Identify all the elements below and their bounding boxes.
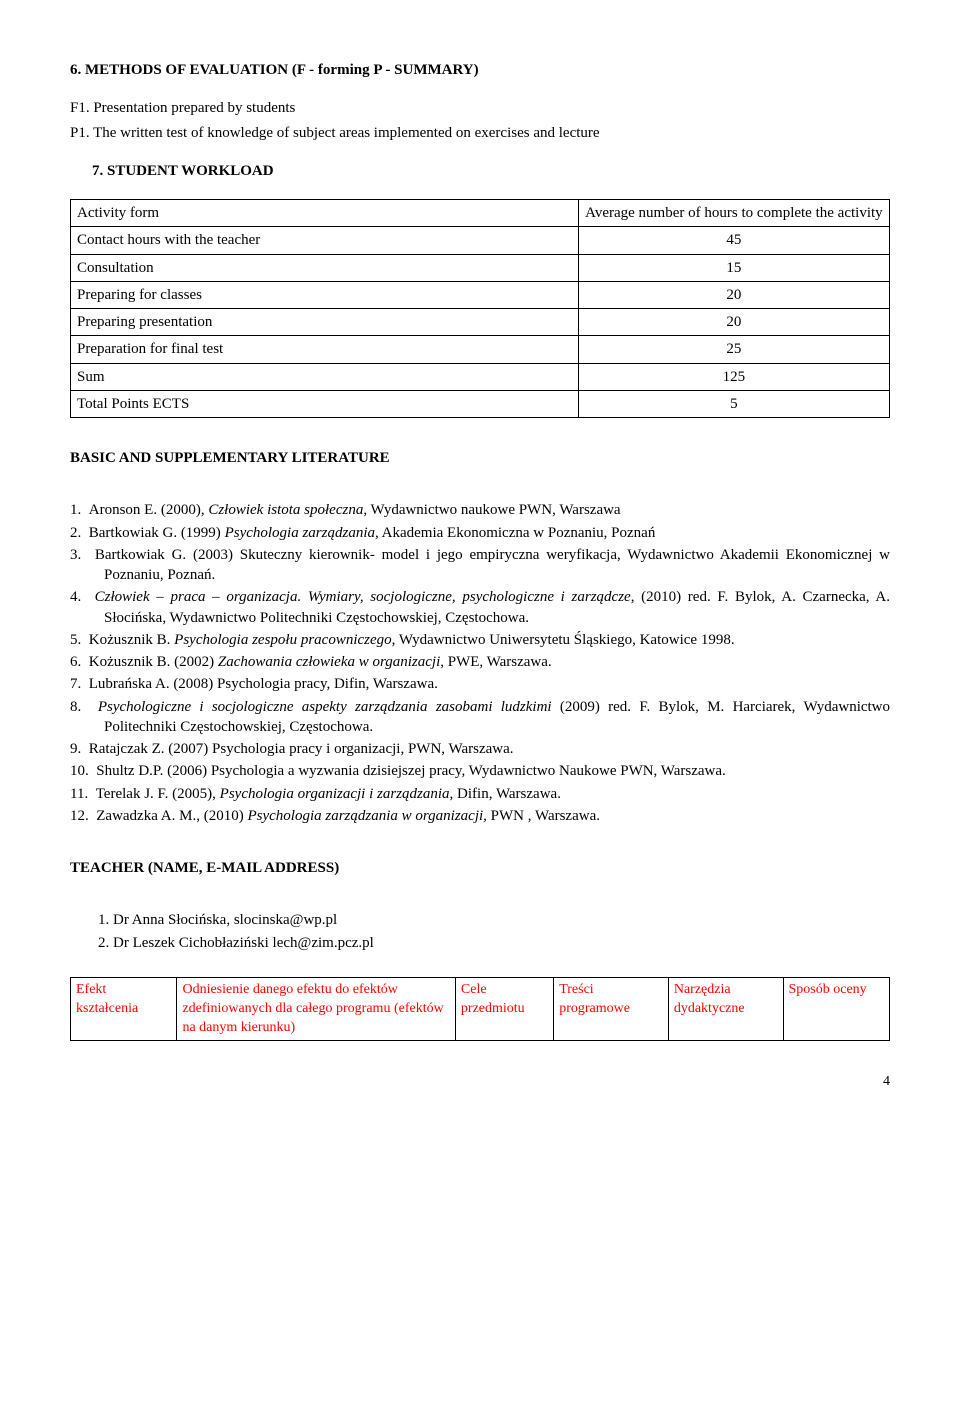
outcomes-table: Efekt kształceniaOdniesienie danego efek… (70, 977, 890, 1042)
outcomes-col-header: Cele przedmiotu (455, 977, 553, 1041)
teacher-item: 1. Dr Anna Słocińska, slocinska@wp.pl (98, 910, 890, 930)
workload-col1-header: Activity form (71, 200, 579, 227)
literature-item: 8. Psychologiczne i socjologiczne aspekt… (70, 697, 890, 738)
literature-item: 5. Kożusznik B. Psychologia zespołu prac… (70, 630, 890, 650)
workload-row-label: Preparation for final test (71, 336, 579, 363)
outcomes-col-header: Odniesienie danego efektu do efektów zde… (177, 977, 455, 1041)
workload-table: Activity form Average number of hours to… (70, 199, 890, 418)
workload-row-label: Preparing for classes (71, 281, 579, 308)
workload-row-val: 5 (578, 390, 889, 417)
workload-row-label: Consultation (71, 254, 579, 281)
literature-item: 7. Lubrańska A. (2008) Psychologia pracy… (70, 674, 890, 694)
page-number: 4 (70, 1073, 890, 1092)
outcomes-col-header: Efekt kształcenia (71, 977, 177, 1041)
workload-row-label: Sum (71, 363, 579, 390)
teacher-heading: TEACHER (NAME, E-MAIL ADDRESS) (70, 858, 890, 878)
workload-row-label: Contact hours with the teacher (71, 227, 579, 254)
workload-row-val: 20 (578, 281, 889, 308)
workload-row-label: Total Points ECTS (71, 390, 579, 417)
literature-heading: BASIC AND SUPPLEMENTARY LITERATURE (70, 448, 890, 468)
literature-item: 4. Człowiek – praca – organizacja. Wymia… (70, 587, 890, 628)
outcomes-col-header: Narzędzia dydaktyczne (668, 977, 783, 1041)
section6-heading: 6. METHODS OF EVALUATION (F - forming P … (70, 60, 890, 80)
workload-row-val: 15 (578, 254, 889, 281)
section7-heading: 7. STUDENT WORKLOAD (92, 161, 890, 181)
literature-item: 9. Ratajczak Z. (2007) Psychologia pracy… (70, 739, 890, 759)
outcomes-col-header: Sposób oceny (783, 977, 890, 1041)
teacher-list: 1. Dr Anna Słocińska, slocinska@wp.pl 2.… (98, 910, 890, 953)
workload-col2-header: Average number of hours to complete the … (578, 200, 889, 227)
s6-f1: F1. Presentation prepared by students (70, 98, 890, 118)
literature-item: 2. Bartkowiak G. (1999) Psychologia zarz… (70, 523, 890, 543)
workload-row-label: Preparing presentation (71, 309, 579, 336)
literature-item: 1. Aronson E. (2000), Człowiek istota sp… (70, 500, 890, 520)
workload-row-val: 45 (578, 227, 889, 254)
literature-list: 1. Aronson E. (2000), Człowiek istota sp… (70, 500, 890, 826)
workload-row-val: 125 (578, 363, 889, 390)
s6-p1: P1. The written test of knowledge of sub… (70, 123, 890, 143)
literature-item: 3. Bartkowiak G. (2003) Skuteczny kierow… (70, 545, 890, 586)
literature-item: 10. Shultz D.P. (2006) Psychologia a wyz… (70, 761, 890, 781)
workload-row-val: 20 (578, 309, 889, 336)
literature-item: 6. Kożusznik B. (2002) Zachowania człowi… (70, 652, 890, 672)
literature-item: 11. Terelak J. F. (2005), Psychologia or… (70, 784, 890, 804)
outcomes-col-header: Treści programowe (554, 977, 669, 1041)
workload-row-val: 25 (578, 336, 889, 363)
teacher-item: 2. Dr Leszek Cichobłaziński lech@zim.pcz… (98, 933, 890, 953)
literature-item: 12. Zawadzka A. M., (2010) Psychologia z… (70, 806, 890, 826)
